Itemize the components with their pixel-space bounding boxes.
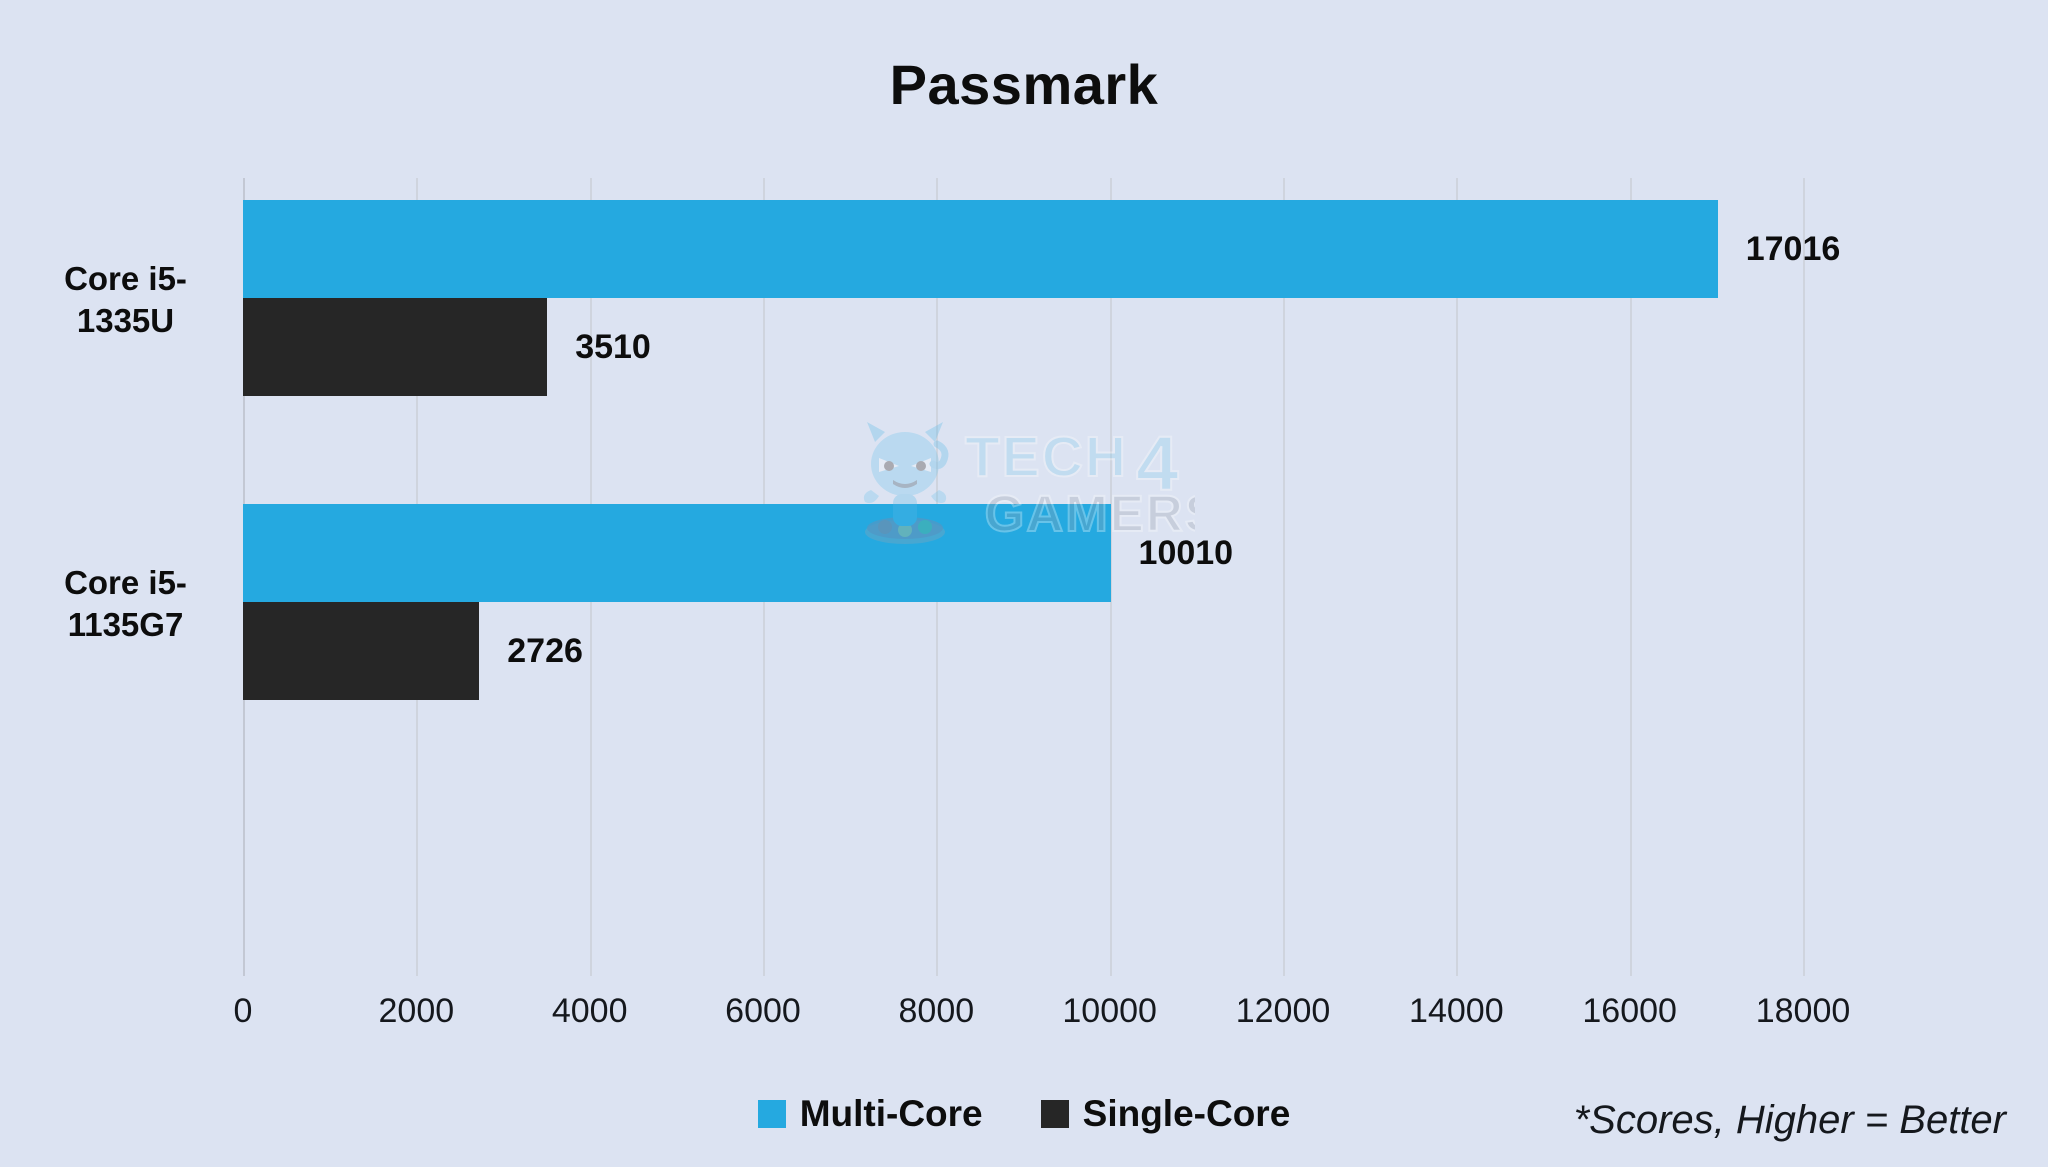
chart-title: Passmark [889,53,1159,116]
legend-swatch-icon [757,1100,786,1128]
legend-item-single-core[interactable]: Single-Core [1040,1093,1291,1135]
x-tick-label: 2000 [378,992,455,1030]
bar-multi-core-core-i5-1135g7 [243,504,1111,602]
footnote-text: *Scores, Higher = Better [1573,1098,2006,1142]
gridline [1803,178,1805,976]
bar-value-label: 3510 [575,328,651,366]
x-tick-label: 10000 [1062,992,1157,1030]
bar-value-label: 2726 [507,632,583,670]
chart-legend: Multi-Core Single-Core [0,1093,2048,1135]
gridline [1629,178,1632,976]
gridline [1109,178,1112,976]
category-label: Core i5- 1135G7 [64,564,187,644]
x-tick-label: 6000 [725,992,801,1030]
legend-item-multi-core[interactable]: Multi-Core [757,1093,983,1135]
x-tick-label: 0 [233,992,253,1030]
bar-multi-core-core-i5-1335u [243,200,1718,298]
bar-value-label: 10010 [1138,534,1234,572]
gridline [1456,178,1459,976]
category-label: Core i5- 1335U [64,260,187,340]
legend-label: Single-Core [1082,1093,1291,1134]
gridline [1283,178,1285,976]
legend-swatch-icon [1040,1100,1069,1128]
legend-label: Multi-Core [799,1093,983,1134]
x-tick-label: 18000 [1755,992,1851,1030]
bar-single-core-core-i5-1135g7 [243,602,480,700]
x-tick-label: 4000 [551,992,628,1030]
x-tick-label: 12000 [1235,992,1331,1030]
x-axis-tick-labels: 0 2000 4000 6000 8000 10000 12000 14000 16000 180… [234,992,1851,1042]
x-tick-label: 14000 [1409,992,1504,1030]
bar-single-core-core-i5-1335u [243,298,548,396]
x-tick-label: 16000 [1582,992,1677,1030]
bar-value-label: 17016 [1745,230,1841,268]
x-tick-label: 8000 [898,992,975,1030]
